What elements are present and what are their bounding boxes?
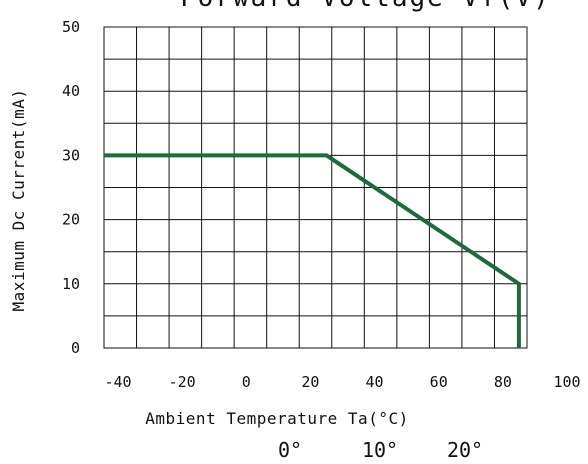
y-tick-label: 40 <box>62 82 80 100</box>
y-tick-labels: 0 10 20 30 40 50 <box>62 18 80 357</box>
x-tick-label: 100 <box>553 373 580 391</box>
plot-grid <box>103 26 528 349</box>
x-tick-label: -40 <box>104 373 131 391</box>
y-axis-label: Maximum Dc Current(mA) <box>9 89 28 312</box>
x-tick-label: -20 <box>169 373 196 391</box>
x-tick-label: 60 <box>430 373 448 391</box>
derating-curve <box>104 153 521 348</box>
x-tick-label: 80 <box>494 373 512 391</box>
x-tick-label: 40 <box>366 373 384 391</box>
y-tick-label: 0 <box>71 339 80 357</box>
x-tick-label: 20 <box>301 373 319 391</box>
x-axis-label: Ambient Temperature Ta(°C) <box>145 409 408 428</box>
y-tick-label: 30 <box>62 146 80 164</box>
x-tick-label: 0 <box>242 373 251 391</box>
chart-title-partial: Forward Voltage Vf(V) <box>180 0 551 13</box>
bottom-degree-label: 10° <box>362 438 398 462</box>
x-tick-labels: -40 -20 0 20 40 60 80 100 <box>104 373 580 391</box>
bottom-degree-labels: 0° 10° 20° <box>278 438 483 462</box>
y-tick-label: 50 <box>62 18 80 36</box>
y-tick-label: 20 <box>62 211 80 229</box>
bottom-degree-label: 0° <box>278 438 302 462</box>
y-tick-label: 10 <box>62 275 80 293</box>
bottom-degree-label: 20° <box>447 438 483 462</box>
